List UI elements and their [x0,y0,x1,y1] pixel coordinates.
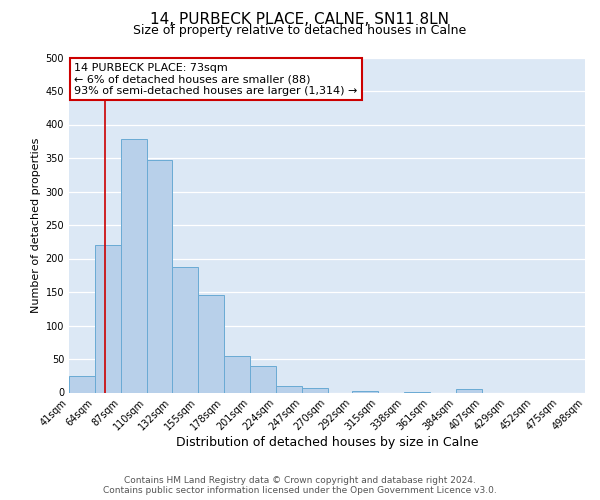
Bar [250,366,275,392]
Y-axis label: Number of detached properties: Number of detached properties [31,138,41,312]
Bar [352,391,379,392]
Text: Size of property relative to detached houses in Calne: Size of property relative to detached ho… [133,24,467,37]
Bar [95,245,121,392]
Bar [147,160,172,392]
Bar [69,376,95,392]
Text: 14, PURBECK PLACE, CALNE, SN11 8LN: 14, PURBECK PLACE, CALNE, SN11 8LN [151,12,449,28]
Bar [275,386,302,392]
Text: 14 PURBECK PLACE: 73sqm
← 6% of detached houses are smaller (88)
93% of semi-det: 14 PURBECK PLACE: 73sqm ← 6% of detached… [74,62,358,96]
Bar [198,296,224,392]
Bar [121,139,147,392]
Bar [456,389,482,392]
Text: Contains HM Land Registry data © Crown copyright and database right 2024.
Contai: Contains HM Land Registry data © Crown c… [103,476,497,495]
Bar [172,266,198,392]
Bar [302,388,328,392]
Bar [224,356,250,392]
X-axis label: Distribution of detached houses by size in Calne: Distribution of detached houses by size … [176,436,478,450]
